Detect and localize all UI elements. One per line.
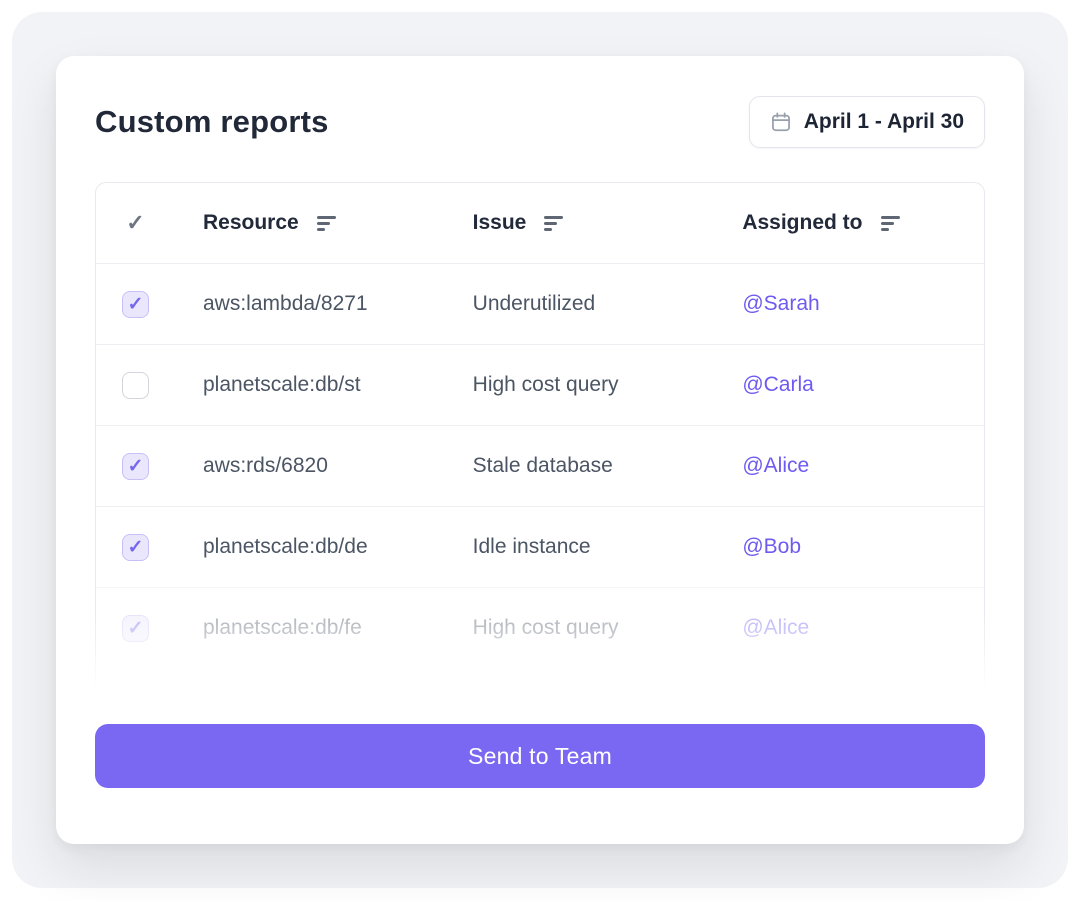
table-header-row: ✓ Resource Issue Assigned to [96, 183, 984, 263]
checkbox-cell: ✓ [96, 507, 175, 587]
checkbox-cell: ✓ [96, 426, 175, 506]
column-header-cell: Assigned to [714, 183, 984, 263]
page-title: Custom reports [95, 104, 329, 139]
partial-row [96, 668, 984, 707]
resource-value: planetscale:db/st [203, 373, 361, 396]
column-header-label: Assigned to [742, 211, 863, 234]
resource-cell: planetscale:db/st [175, 345, 445, 425]
table-row: ✓ planetscale:db/de Idle instance @Bob [96, 506, 984, 587]
table-row: planetscale:db/st High cost query @Carla [96, 344, 984, 425]
resource-value: planetscale:db/fe [203, 616, 362, 639]
assigned-mention[interactable]: @Alice [742, 454, 810, 477]
calendar-icon [770, 111, 792, 133]
issue-value: Stale database [472, 454, 613, 477]
column-header-cell: Issue [445, 183, 715, 263]
checkbox-cell [96, 345, 175, 425]
reports-table: ✓ Resource Issue Assigned to ✓ aws:lambd… [95, 182, 985, 708]
assigned-mention[interactable]: @Sarah [742, 292, 820, 315]
sort-lines-icon[interactable] [316, 215, 336, 231]
sort-lines-icon[interactable] [880, 215, 900, 231]
assigned-cell: @Sarah [714, 264, 984, 344]
resource-cell: planetscale:db/de [175, 507, 445, 587]
resource-cell: aws:rds/6820 [175, 426, 445, 506]
issue-value: Underutilized [472, 292, 596, 315]
column-header-label: Issue [472, 211, 527, 234]
assigned-mention[interactable]: @Carla [742, 373, 814, 396]
partial-resource-text [203, 700, 343, 707]
select-all-check-icon[interactable]: ✓ [126, 210, 145, 235]
partial-assigned-text [742, 700, 813, 707]
resource-value: aws:rds/6820 [203, 454, 328, 477]
assigned-cell: @Alice [714, 426, 984, 506]
sort-lines-icon[interactable] [544, 215, 564, 231]
resource-value: aws:lambda/8271 [203, 292, 368, 315]
send-to-team-button[interactable]: Send to Team [95, 724, 985, 788]
issue-cell: Idle instance [445, 507, 715, 587]
date-range-label: April 1 - April 30 [803, 110, 964, 133]
checkbox-cell: ✓ [96, 588, 175, 668]
card-header: Custom reports April 1 - April 30 [95, 96, 985, 148]
issue-value: High cost query [472, 616, 619, 639]
resource-cell: aws:lambda/8271 [175, 264, 445, 344]
assigned-cell: @Bob [714, 507, 984, 587]
issue-cell: Underutilized [445, 264, 715, 344]
row-checkbox[interactable]: ✓ [122, 290, 149, 318]
issue-cell: High cost query [445, 588, 715, 668]
row-checkbox[interactable]: ✓ [122, 614, 149, 642]
row-checkbox[interactable]: ✓ [122, 452, 149, 480]
assigned-cell: @Alice [714, 588, 984, 668]
table-wrap: ✓ Resource Issue Assigned to ✓ aws:lambd… [87, 182, 993, 722]
partial-checkbox [122, 695, 149, 707]
row-checkbox[interactable] [122, 371, 149, 399]
issue-value: Idle instance [472, 535, 591, 558]
date-range-button[interactable]: April 1 - April 30 [748, 96, 985, 148]
resource-value: planetscale:db/de [203, 535, 368, 558]
assigned-mention[interactable]: @Bob [742, 535, 802, 558]
row-checkbox[interactable]: ✓ [122, 533, 149, 561]
column-header-label: Resource [203, 211, 299, 234]
issue-cell: Stale database [445, 426, 715, 506]
table-row: ✓ aws:rds/6820 Stale database @Alice [96, 425, 984, 506]
table-row: ✓ aws:lambda/8271 Underutilized @Sarah [96, 263, 984, 344]
custom-reports-card: Custom reports April 1 - April 30 ✓ R [56, 56, 1024, 844]
assigned-cell: @Carla [714, 345, 984, 425]
issue-value: High cost query [472, 373, 619, 396]
resource-cell: planetscale:db/fe [175, 588, 445, 668]
table-row: ✓ planetscale:db/fe High cost query @Ali… [96, 587, 984, 668]
select-all-cell[interactable]: ✓ [96, 183, 175, 263]
issue-cell: High cost query [445, 345, 715, 425]
checkbox-cell: ✓ [96, 264, 175, 344]
column-header-cell: Resource [175, 183, 445, 263]
assigned-mention[interactable]: @Alice [742, 616, 810, 639]
